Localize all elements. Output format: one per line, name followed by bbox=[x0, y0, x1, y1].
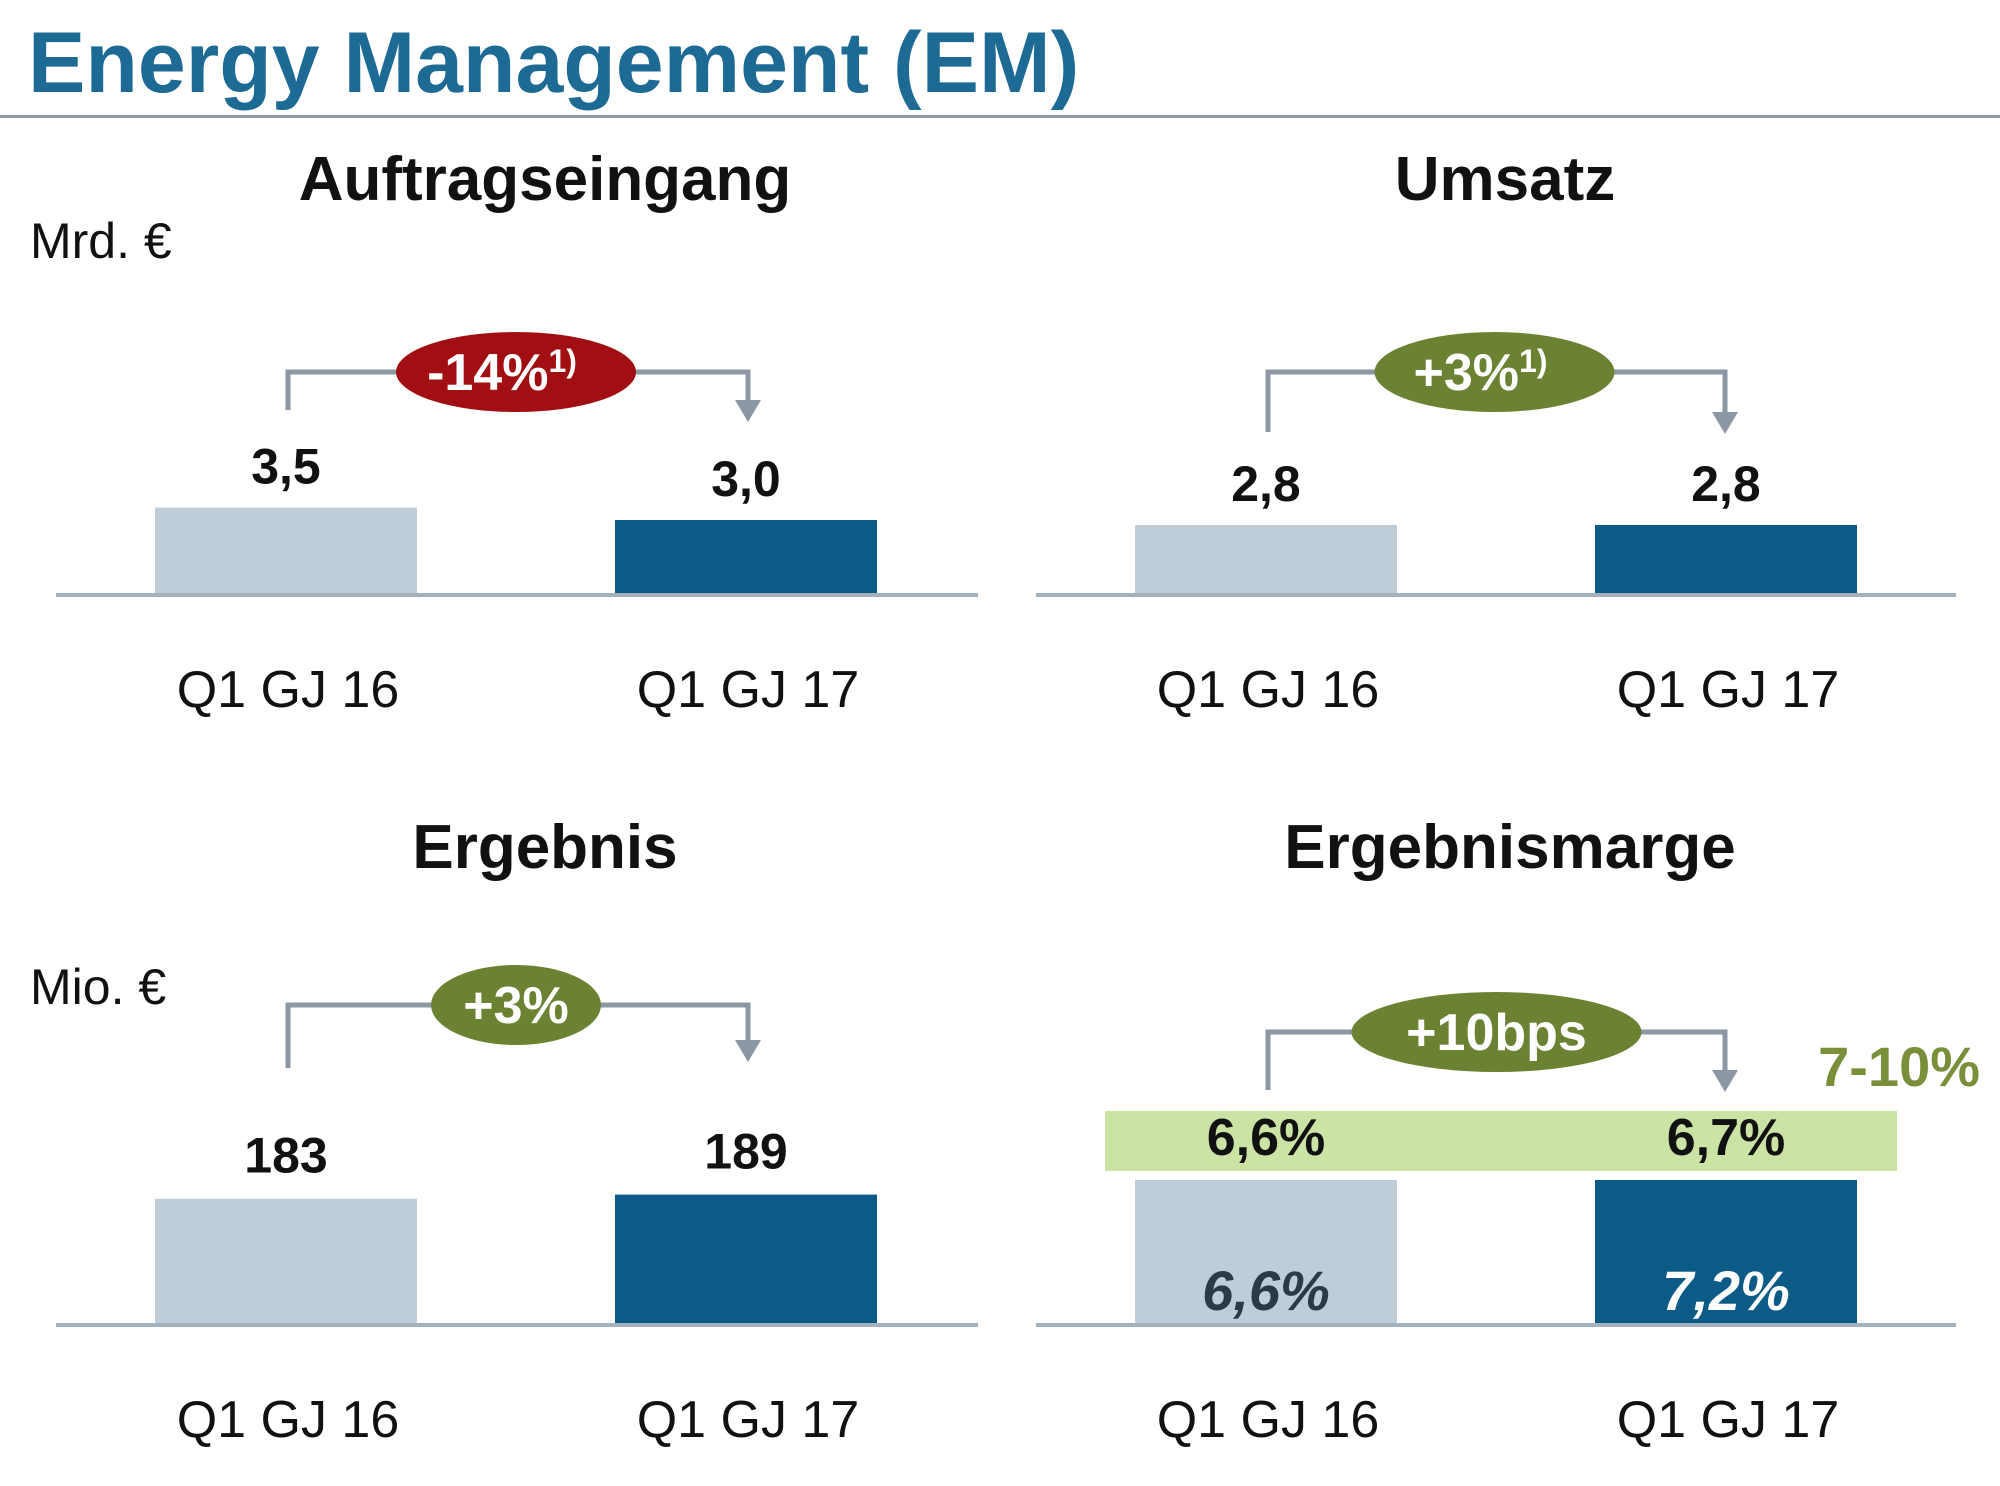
chart-2-bar-2 bbox=[1595, 525, 1857, 595]
chart-1-value-label-2: 3,0 bbox=[711, 451, 781, 507]
chart-2-change-badge-footnote: 1) bbox=[1519, 343, 1547, 379]
chart-2-bracket-arrowhead bbox=[1712, 412, 1738, 434]
chart-2-title: Umsatz bbox=[1395, 145, 1616, 214]
chart-4-target-band bbox=[1105, 1111, 1897, 1171]
chart-2-bar-1 bbox=[1135, 525, 1397, 595]
chart-4-inner-label-1: 6,6% bbox=[1202, 1259, 1330, 1322]
chart-4-category-label-1: Q1 GJ 16 bbox=[1157, 1391, 1380, 1449]
chart-4-target-label: 7-10% bbox=[1818, 1035, 1980, 1098]
chart-2-category-label-1: Q1 GJ 16 bbox=[1157, 661, 1380, 719]
chart-3-category-label-2: Q1 GJ 17 bbox=[637, 1391, 860, 1449]
chart-2-change-badge bbox=[1374, 332, 1615, 412]
chart-3-bracket-arrowhead bbox=[735, 1040, 761, 1062]
chart-1-bar-2 bbox=[615, 520, 877, 595]
title-divider bbox=[0, 115, 2000, 118]
chart-1-category-label-2: Q1 GJ 17 bbox=[637, 661, 860, 719]
chart-4-change-badge bbox=[1351, 992, 1642, 1072]
chart-4-change-badge-text: +10bps bbox=[1406, 1004, 1587, 1062]
chart-3-bar-2 bbox=[615, 1194, 877, 1325]
chart-1-change-badge bbox=[396, 332, 636, 412]
chart-3-title: Ergebnis bbox=[412, 813, 677, 882]
chart-3-unit-label: Mio. € bbox=[30, 959, 166, 1015]
chart-4-value-label-1: 6,6% bbox=[1207, 1109, 1326, 1167]
chart-1-unit-label: Mrd. € bbox=[30, 213, 172, 269]
chart-1-value-label-1: 3,5 bbox=[251, 439, 321, 495]
chart-4-bracket-arrowhead bbox=[1712, 1070, 1738, 1092]
chart-1-bar-1 bbox=[155, 507, 417, 595]
chart-4-category-label-2: Q1 GJ 17 bbox=[1617, 1391, 1840, 1449]
chart-2-category-label-2: Q1 GJ 17 bbox=[1617, 661, 1840, 719]
page-title: Energy Management (EM) bbox=[28, 15, 1080, 111]
chart-4-bar-2 bbox=[1595, 1180, 1857, 1325]
chart-3-category-label-1: Q1 GJ 16 bbox=[177, 1391, 400, 1449]
chart-4-bar-1 bbox=[1135, 1180, 1397, 1325]
chart-1-change-badge-footnote: 1) bbox=[548, 343, 576, 379]
chart-1-bracket-arrowhead bbox=[735, 400, 761, 422]
chart-4-title: Ergebnismarge bbox=[1284, 813, 1735, 882]
chart-3-value-label-2: 189 bbox=[704, 1124, 787, 1180]
chart-3-value-label-1: 183 bbox=[244, 1128, 327, 1184]
chart-2-value-label-2: 2,8 bbox=[1691, 456, 1761, 512]
chart-1-category-label-1: Q1 GJ 16 bbox=[177, 661, 400, 719]
chart-1-title: Auftragseingang bbox=[299, 145, 792, 214]
chart-3-change-badge-text: +3% bbox=[463, 977, 569, 1035]
chart-3-bar-1 bbox=[155, 1198, 417, 1325]
chart-2-value-label-1: 2,8 bbox=[1231, 456, 1301, 512]
chart-3-change-badge bbox=[431, 965, 601, 1045]
chart-4-inner-label-2: 7,2% bbox=[1662, 1259, 1790, 1322]
chart-4-value-label-2: 6,7% bbox=[1667, 1109, 1786, 1167]
